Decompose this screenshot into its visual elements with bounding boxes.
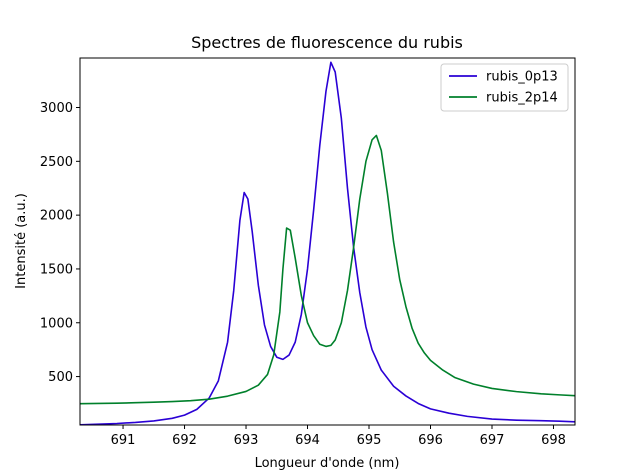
y-tick-label-1500: 1500 [40,262,73,277]
x-tick-label-694: 694 [295,433,320,448]
series-line-rubis_0p13 [80,61,575,425]
plot-area [79,57,576,426]
y-tick-label-500: 500 [48,370,73,385]
chart-title: Spectres de fluorescence du rubis [191,33,463,52]
x-tick-label-698: 698 [541,433,566,448]
x-tick-label-693: 693 [234,433,259,448]
legend: rubis_0p13 rubis_2p14 [440,63,569,112]
y-tick-label-2000: 2000 [40,209,73,224]
x-tick-label-695: 695 [357,433,382,448]
series-line-rubis_2p14 [80,134,575,405]
y-axis-label: Intensité (a.u.) [14,193,29,289]
x-tick-label-692: 692 [172,433,197,448]
x-tick-label-696: 696 [418,433,443,448]
legend-label-rubis_0p13: rubis_0p13 [486,70,558,85]
x-axis-label: Longueur d'onde (nm) [255,456,400,471]
series-group [80,61,575,425]
plot-frame [79,57,576,426]
y-tick-label-3000: 3000 [40,101,73,116]
x-axis: 691 692 693 694 695 696 697 698 [111,425,566,448]
legend-label-rubis_2p14: rubis_2p14 [486,91,558,106]
y-tick-label-2500: 2500 [40,155,73,170]
x-tick-label-697: 697 [480,433,505,448]
y-axis: 500 1000 1500 2000 2500 3000 [40,101,80,385]
y-tick-label-1000: 1000 [40,316,73,331]
x-tick-label-691: 691 [111,433,136,448]
